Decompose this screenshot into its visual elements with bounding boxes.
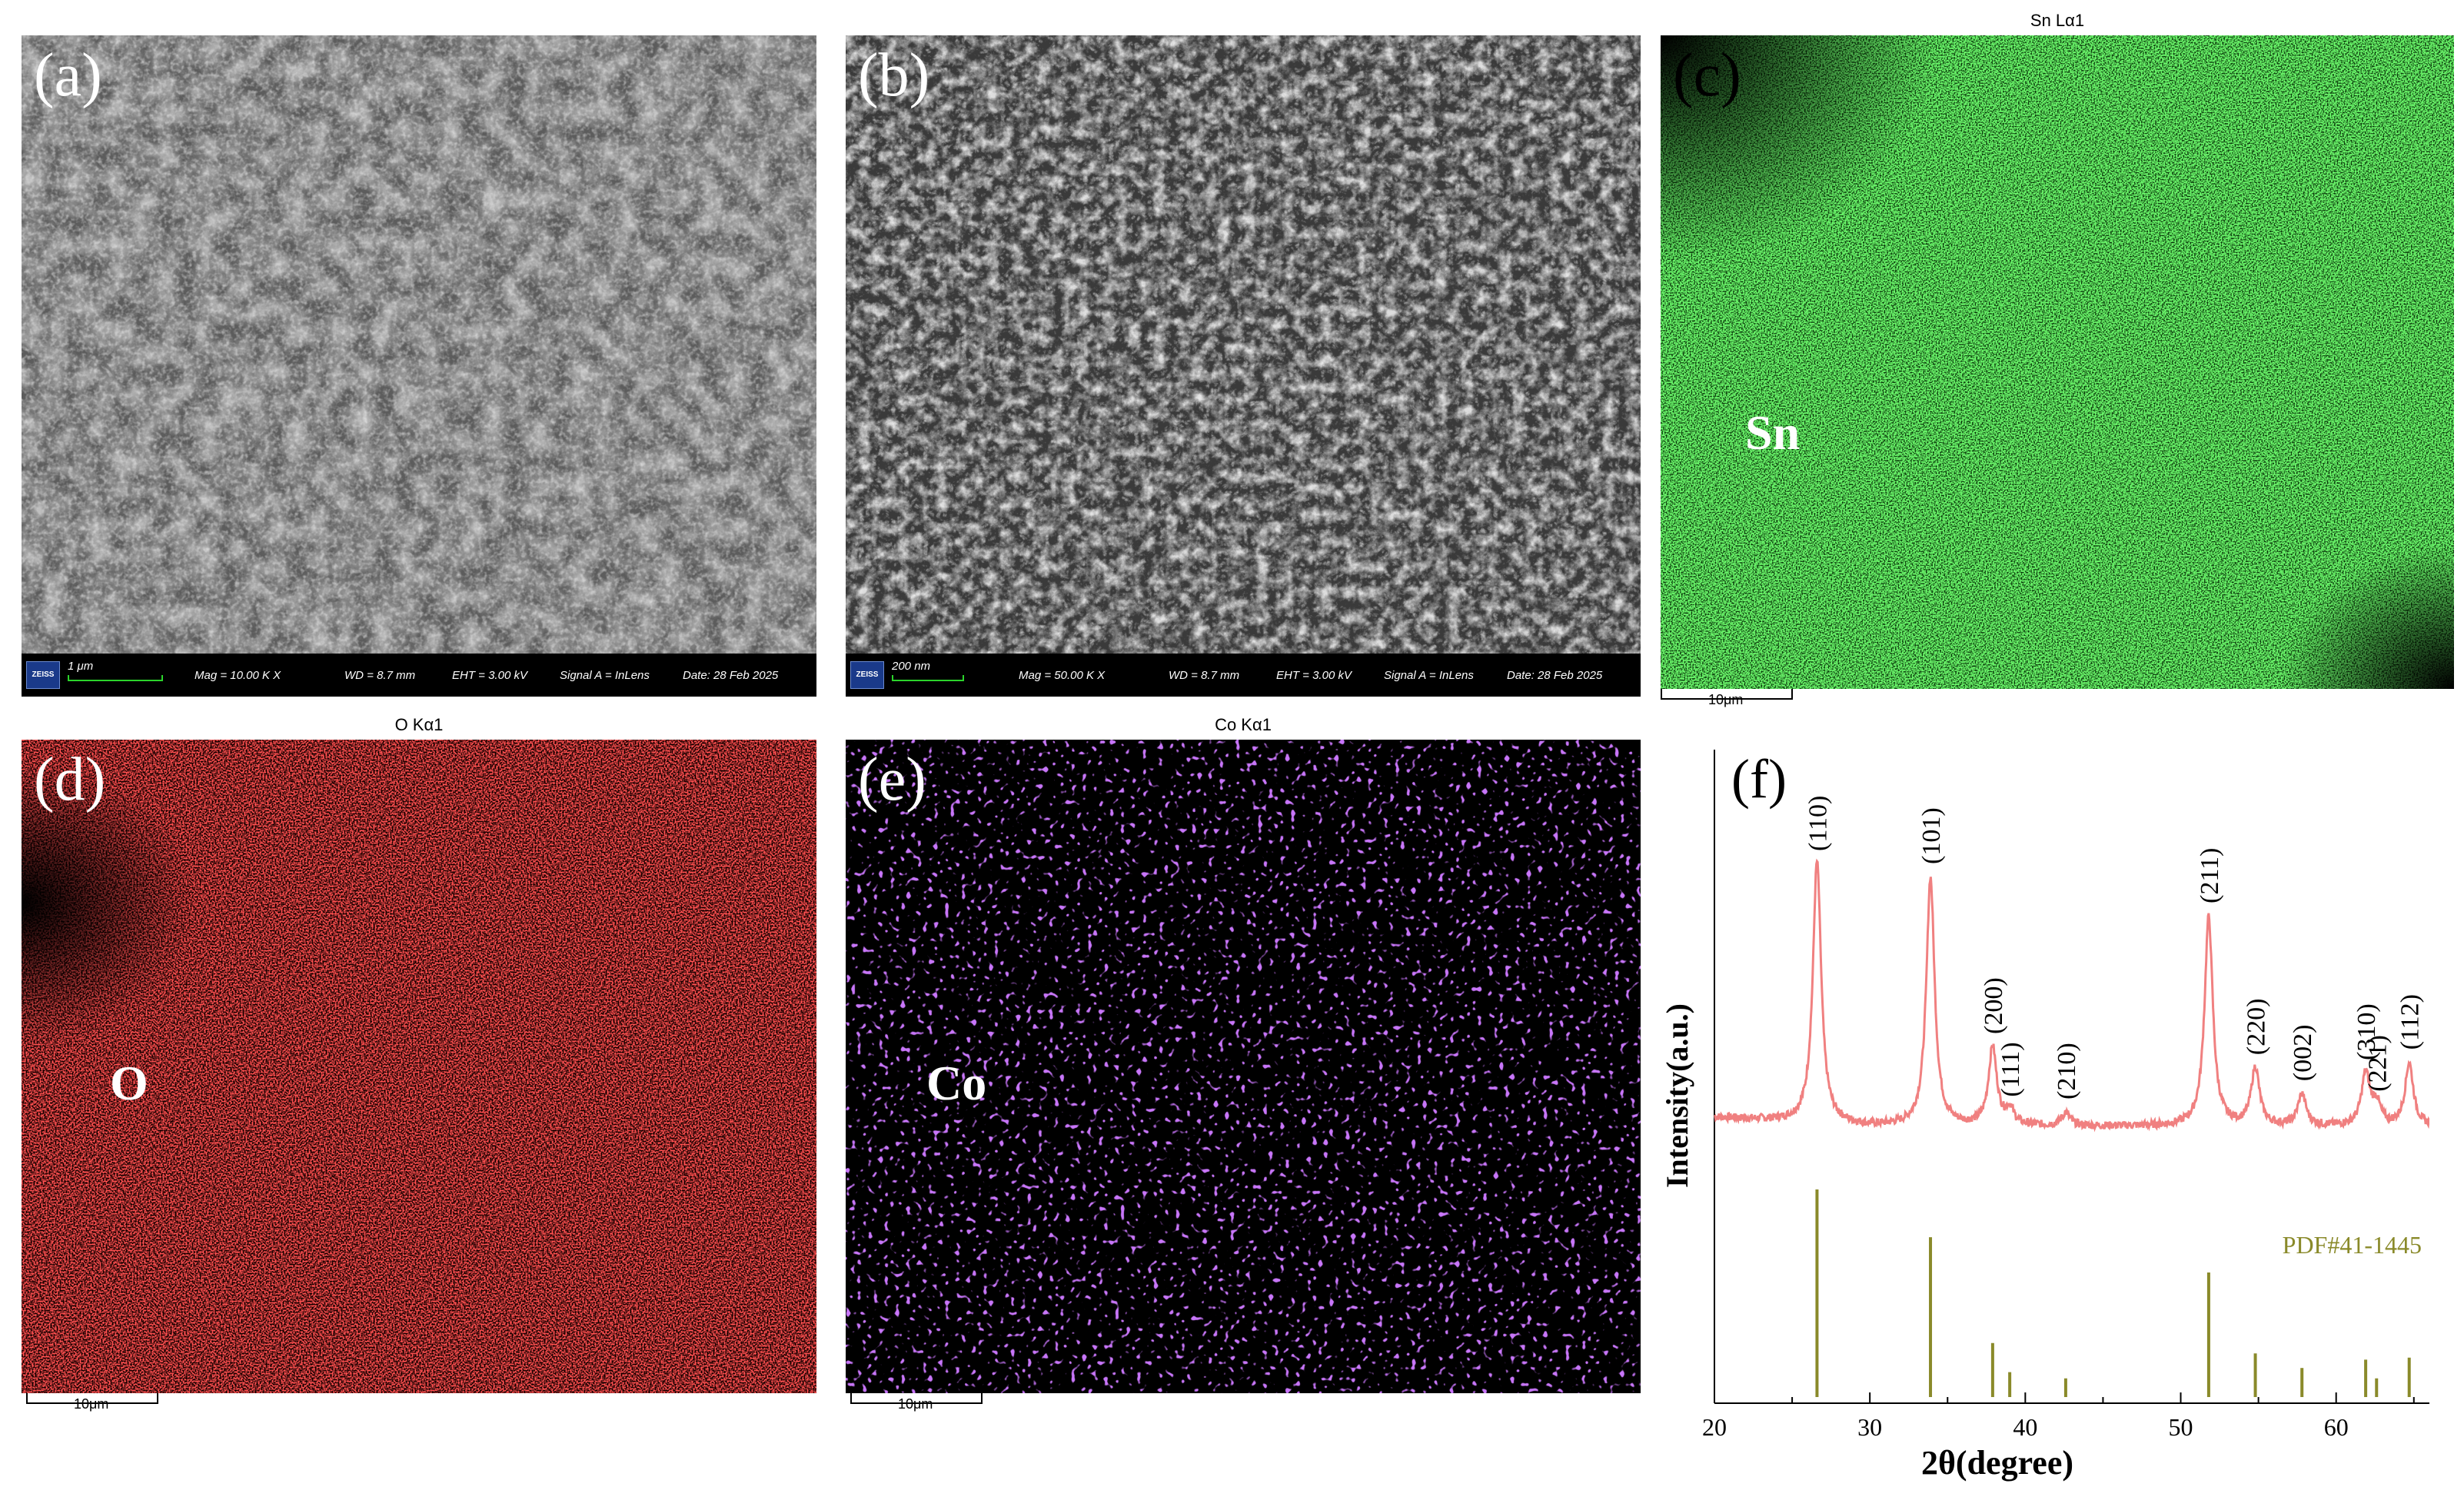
peak-label: (310): [2353, 1003, 2381, 1060]
x-tick-label: 50: [2169, 1413, 2193, 1441]
scale-label-sn: 10μm: [1708, 692, 1744, 707]
element-label-co: Co: [926, 1056, 987, 1110]
co-dot-texture: [846, 740, 1641, 1393]
peak-label: (221): [2363, 1035, 2392, 1092]
x-axis-label: 2θ(degree): [1921, 1444, 2073, 1482]
date-text: Date: 28 Feb 2025: [683, 669, 779, 682]
o-dot-texture: [22, 740, 816, 1393]
wd-text: WD = 8.7 mm: [344, 669, 416, 682]
x-tick-label: 60: [2324, 1413, 2349, 1441]
peak-label: (112): [2396, 994, 2425, 1050]
mag-text: Mag = 10.00 K X: [195, 669, 281, 682]
eht-text: EHT = 3.00 kV: [452, 669, 527, 682]
peak-label: (111): [1997, 1042, 2025, 1096]
map-title-o: O Kα1: [394, 715, 444, 734]
eds-map-sn: (c) Sn: [1661, 35, 2454, 689]
zeiss-logo: ZEISS: [26, 661, 60, 689]
y-axis-label: Intensity(a.u.): [1661, 1003, 1694, 1188]
date-text: Date: 28 Feb 2025: [1507, 669, 1603, 682]
map-title-sn: Sn Lα1: [2030, 11, 2085, 30]
peak-label: (002): [2289, 1025, 2317, 1082]
sem-image-b: (b) ZEISS 200 nm Mag = 50.00 K X WD = 8.…: [846, 35, 1641, 697]
peak-label: (101): [1917, 807, 1946, 864]
xrd-pattern-line: [1714, 858, 2429, 1133]
scale-label-co: 10μm: [898, 1396, 933, 1412]
x-tick-label: 40: [2013, 1413, 2037, 1441]
map-title-co: Co Kα1: [1215, 715, 1272, 734]
scale-bar: [892, 675, 964, 681]
mag-text: Mag = 50.00 K X: [1019, 669, 1106, 682]
sem-texture-b: [846, 35, 1641, 654]
peak-label: (210): [2053, 1043, 2081, 1099]
panel-label-f: (f): [1731, 748, 1787, 810]
scale-label-o: 10μm: [74, 1396, 109, 1412]
panel-label-c: (c): [1673, 42, 1741, 109]
xrd-chart: (f) 20 30 40 50 60 (110) (101) (200) (111) (210) (…: [1661, 748, 2429, 1482]
sem-image-a: (a) ZEISS 1 μm Mag = 10.00 K X WD = 8.7 …: [22, 35, 816, 697]
signal-text: Signal A = InLens: [560, 669, 650, 682]
eds-map-co: (e) Co: [846, 740, 1641, 1393]
panel-label-e: (e): [858, 746, 926, 813]
element-label-sn: Sn: [1745, 405, 1801, 460]
scale-text: 1 μm: [68, 660, 94, 673]
peak-label: (110): [1804, 796, 1832, 851]
peak-label: (211): [2196, 848, 2224, 903]
sem-info-bar-b: ZEISS 200 nm Mag = 50.00 K X WD = 8.7 mm…: [846, 654, 1641, 697]
panel-label-a: (a): [34, 42, 102, 109]
peak-label: (200): [1980, 977, 2008, 1034]
wd-text: WD = 8.7 mm: [1169, 669, 1240, 682]
scale-bar-sn: [1661, 689, 1793, 700]
sn-dot-texture: [1661, 35, 2454, 689]
reference-label: PDF#41-1445: [2283, 1231, 2422, 1259]
element-label-o: O: [110, 1056, 148, 1110]
peak-label: (220): [2243, 999, 2271, 1056]
eht-text: EHT = 3.00 kV: [1276, 669, 1352, 682]
panel-label-b: (b): [858, 42, 930, 109]
x-tick-label: 20: [1702, 1413, 1727, 1441]
zeiss-logo: ZEISS: [850, 661, 884, 689]
signal-text: Signal A = InLens: [1384, 669, 1474, 682]
scale-bar: [68, 675, 163, 681]
x-tick-label: 30: [1857, 1413, 1882, 1441]
sem-info-bar-a: ZEISS 1 μm Mag = 10.00 K X WD = 8.7 mm E…: [22, 654, 816, 697]
eds-map-o: (d) O: [22, 740, 816, 1393]
scale-text: 200 nm: [892, 660, 931, 673]
panel-label-d: (d): [34, 746, 106, 813]
scale-bar-o: [26, 1393, 158, 1404]
sem-texture-a: [22, 35, 816, 654]
scale-bar-co: [850, 1393, 983, 1404]
